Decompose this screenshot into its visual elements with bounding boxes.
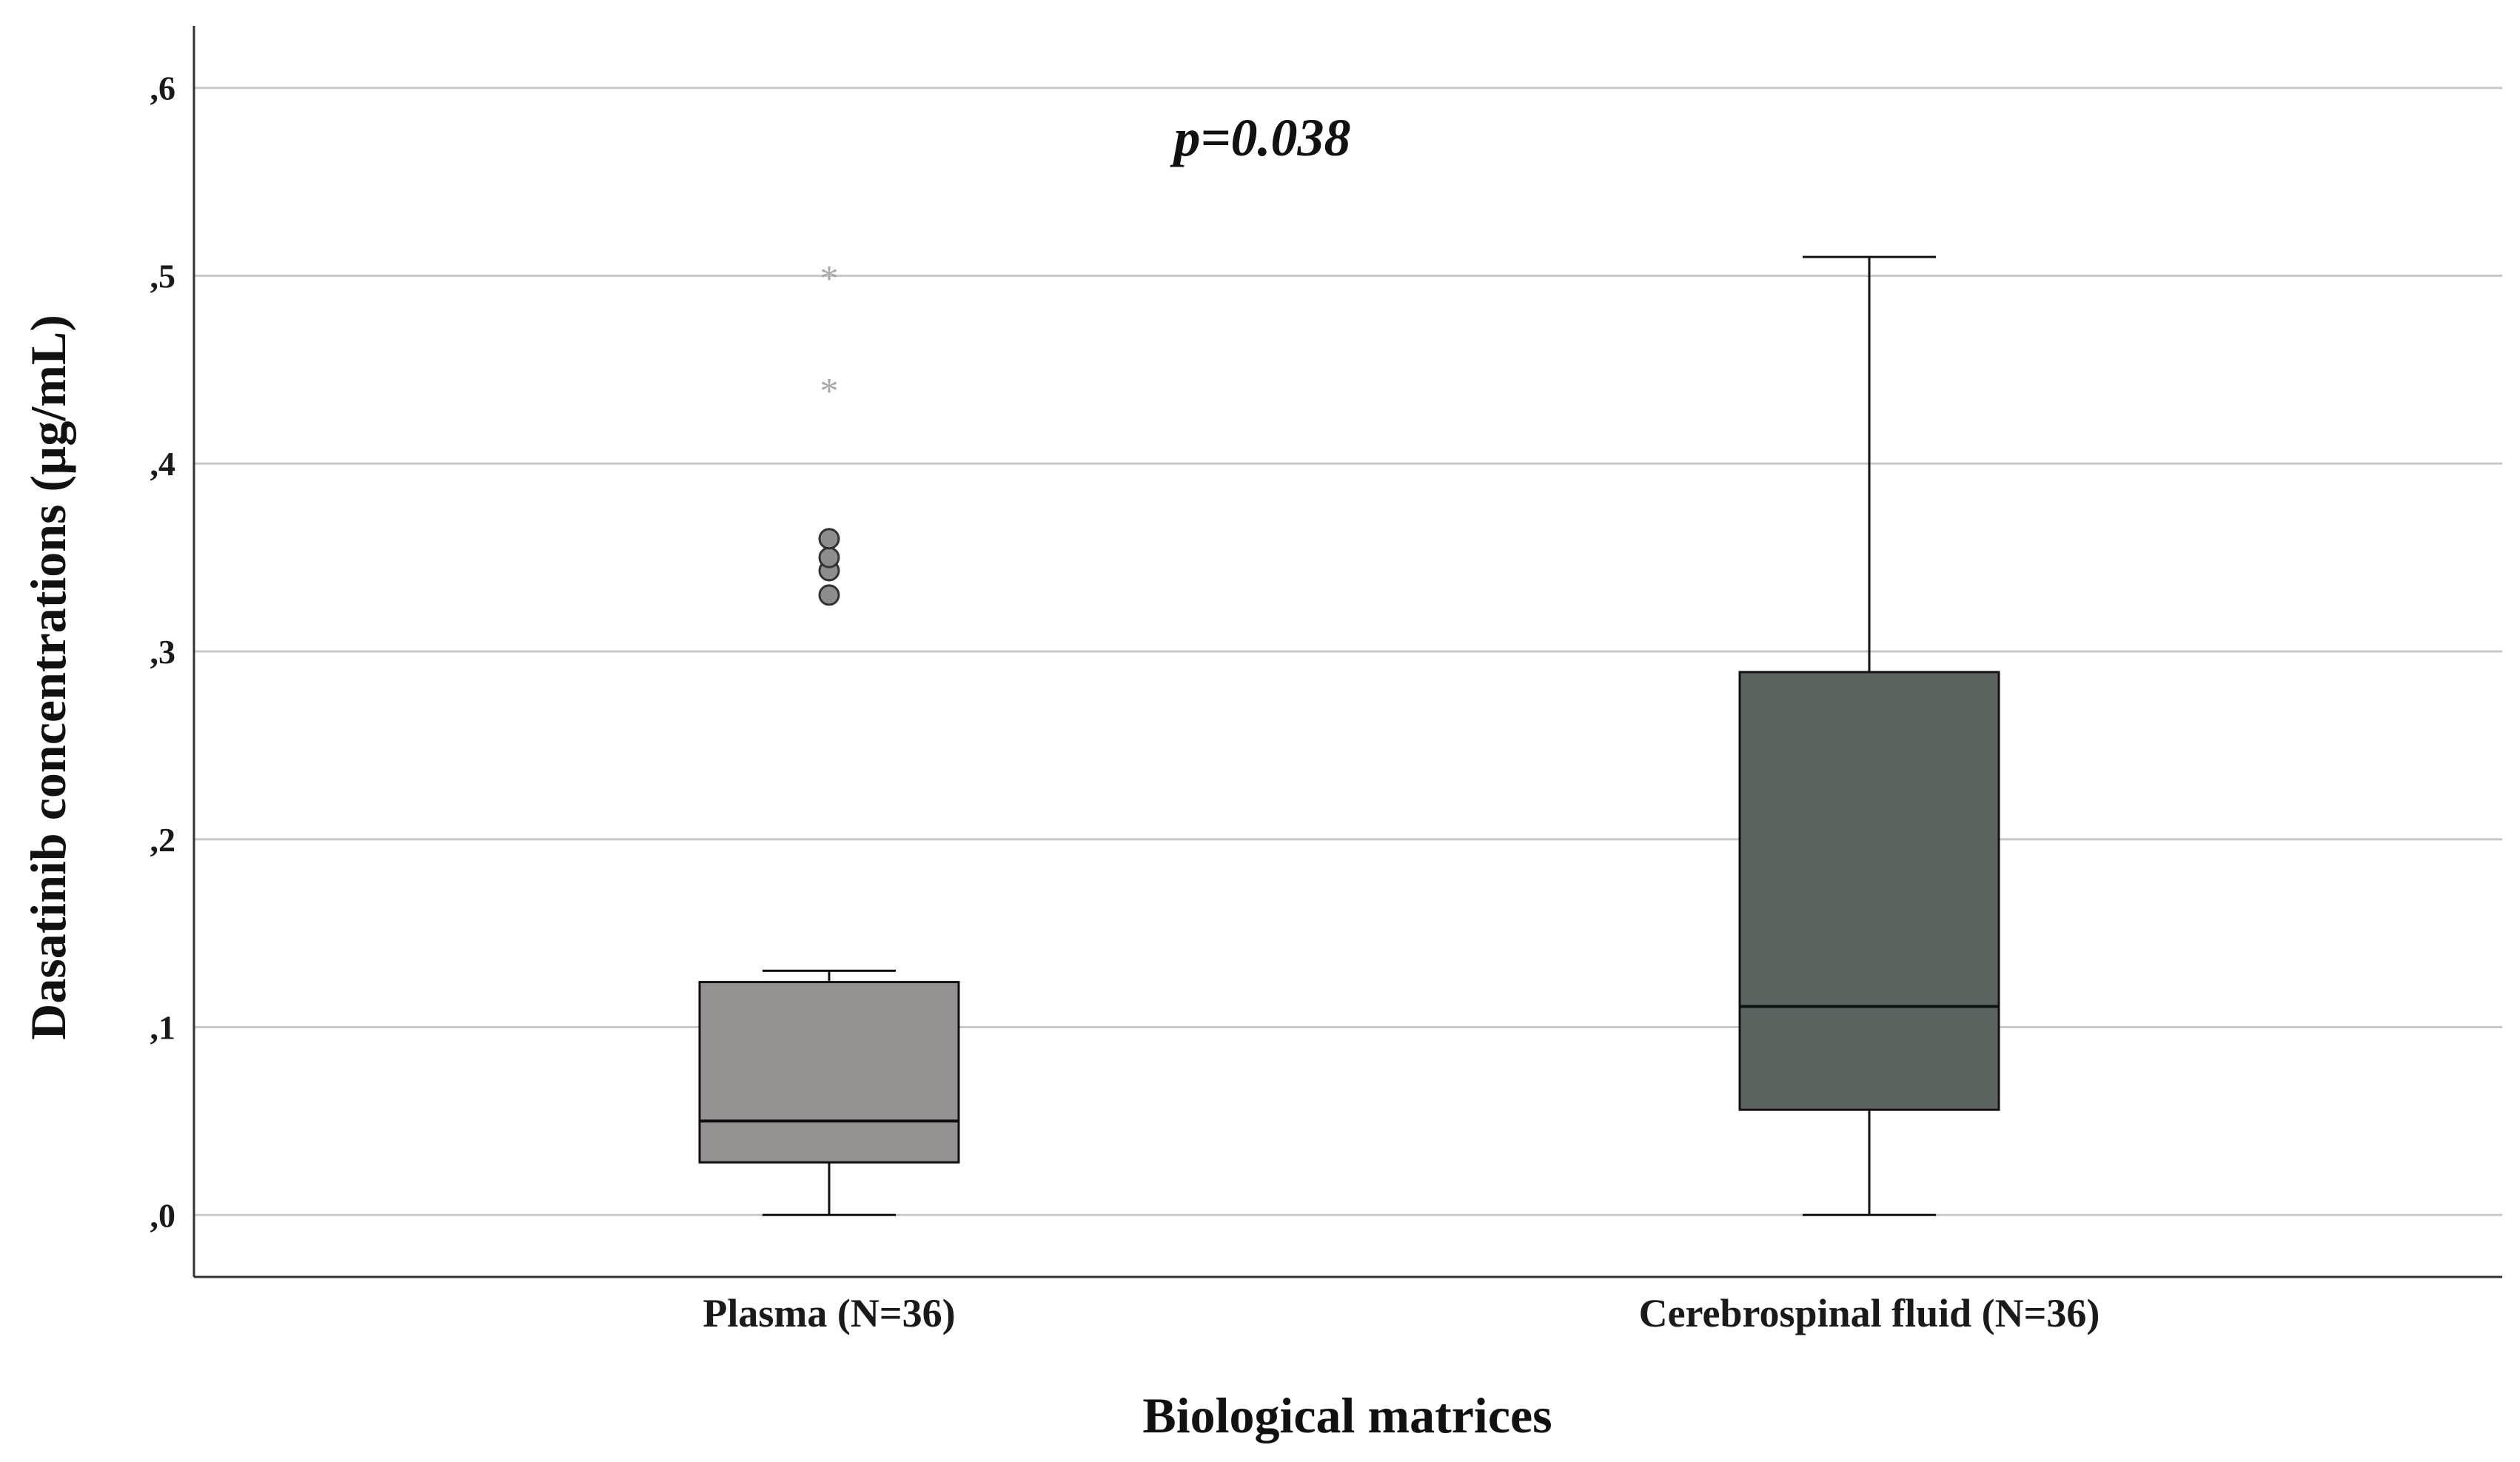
extreme-point: * — [820, 370, 839, 412]
gridlines — [194, 87, 2502, 1216]
y-tick-label: ,1 — [150, 1009, 176, 1047]
category-labels: Plasma (N=36) Cerebrospinal fluid (N=36) — [703, 1291, 2100, 1335]
boxes: ** — [698, 255, 2000, 1216]
outlier-point — [818, 528, 840, 550]
y-tick-label: ,2 — [150, 821, 176, 859]
box-body — [698, 981, 960, 1164]
p-value-annotation: p=0.038 — [1169, 108, 1350, 167]
y-tick-label: ,3 — [150, 633, 176, 671]
x-axis-title: Biological matrices — [1142, 1387, 1552, 1443]
y-tick-labels: ,0 ,1 ,2 ,3 ,4 ,5 ,6 — [150, 70, 176, 1235]
outlier-point — [818, 546, 840, 569]
extreme-point: * — [820, 257, 839, 298]
axes — [192, 26, 2502, 1278]
category-label: Cerebrospinal fluid (N=36) — [1639, 1291, 2100, 1335]
category-label: Plasma (N=36) — [703, 1291, 955, 1335]
y-tick-label: ,4 — [150, 445, 176, 483]
box-group — [1738, 255, 2000, 1216]
y-tick-label: ,6 — [150, 70, 176, 107]
y-axis-title: Dasatinib concentrations (µg/mL) — [20, 315, 76, 1040]
y-tick-label: ,5 — [150, 257, 176, 295]
box-body — [1738, 671, 2000, 1111]
y-tick-label: ,0 — [150, 1196, 176, 1234]
box-group: ** — [698, 257, 960, 1216]
outlier-point — [818, 584, 840, 606]
